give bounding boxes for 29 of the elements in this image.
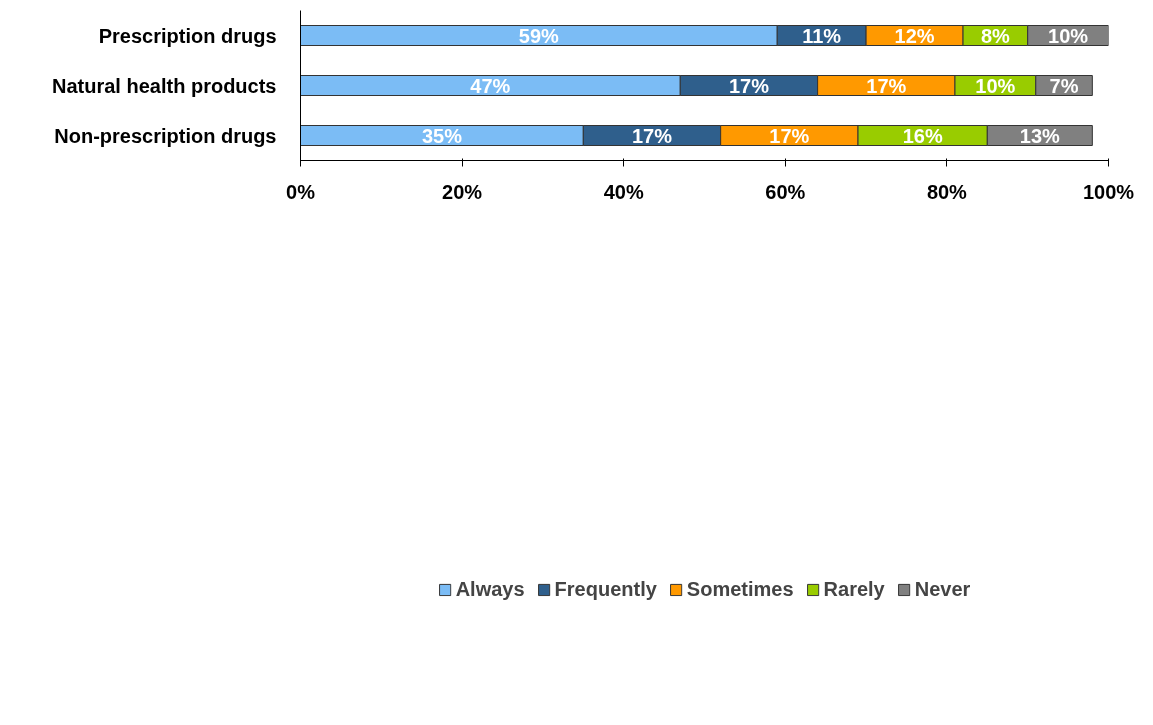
data-label: 35% — [421, 124, 463, 147]
x-tick-label: 100% — [1082, 180, 1135, 203]
legend-label: Frequently — [554, 577, 657, 601]
y-tick-label: Prescription drugs — [98, 24, 277, 47]
data-label: 8% — [980, 24, 1011, 47]
x-tick-label: 80% — [926, 180, 968, 203]
data-label: 11% — [802, 24, 842, 47]
data-label: 12% — [894, 24, 935, 47]
data-label: 59% — [518, 24, 560, 47]
legend-label: Always — [455, 577, 525, 601]
data-label: 47% — [470, 74, 511, 97]
x-tick-label: 0% — [286, 180, 316, 203]
data-label: 17% — [631, 124, 673, 147]
data-label: 10% — [975, 74, 1016, 97]
x-tick-label: 40% — [603, 180, 644, 203]
data-label: 16% — [902, 124, 943, 147]
legend-label: Sometimes — [686, 577, 794, 601]
x-tick-label: 20% — [442, 180, 483, 203]
y-tick-label: Natural health products — [52, 74, 277, 97]
data-label: 7% — [1049, 74, 1079, 97]
data-label: 10% — [1048, 24, 1089, 47]
data-label: 17% — [866, 74, 907, 97]
data-label: 17% — [769, 124, 810, 147]
legend-label: Never — [914, 577, 971, 601]
x-tick-label: 60% — [765, 180, 806, 203]
data-label: 17% — [728, 74, 770, 97]
y-tick-label: Non-prescription drugs — [54, 124, 277, 147]
data-label: 13% — [1019, 124, 1061, 147]
legend-label: Rarely — [823, 577, 885, 601]
